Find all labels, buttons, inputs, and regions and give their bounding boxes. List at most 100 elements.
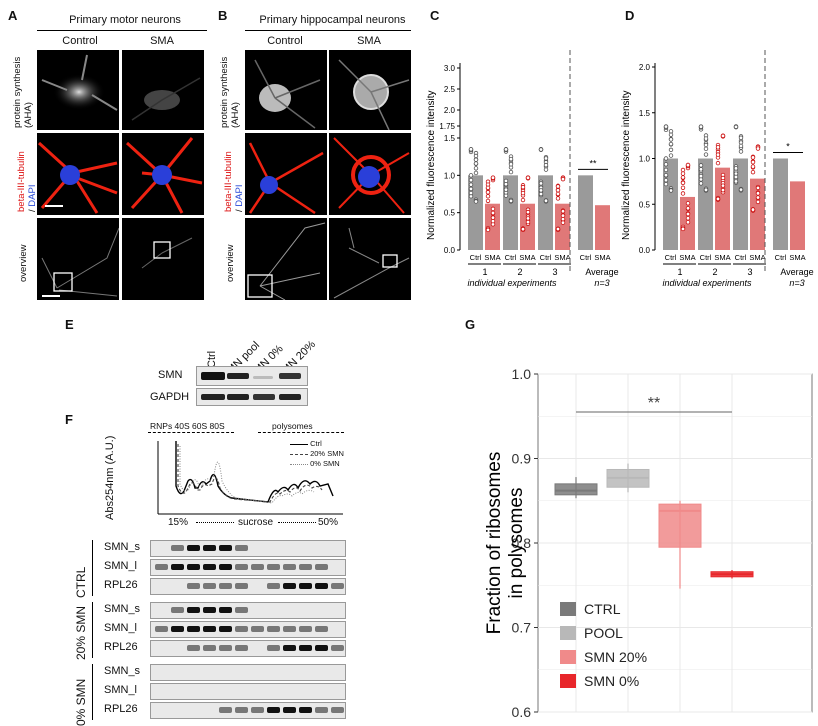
ytick-label: 0.5: [639, 200, 651, 209]
data-point: [715, 152, 721, 157]
y-axis-label: Normalized fluorescence intensity: [621, 90, 632, 240]
n-note: n=3: [594, 278, 609, 288]
micrograph-b-sma-tubulin: [329, 133, 411, 215]
bar-category-label: Ctrl: [470, 253, 482, 262]
bar-category-label: Ctrl: [735, 253, 747, 262]
data-point: [508, 162, 514, 167]
significance-marker: *: [786, 142, 790, 152]
legend-swatch: [560, 650, 576, 664]
panel-a-tubulin-label: beta-III-tubulin / DAPI: [16, 151, 38, 212]
data-point: [663, 167, 669, 173]
data-point: [538, 188, 544, 193]
data-point: [698, 163, 704, 168]
y-axis-label: Normalized fluorescence intensity: [426, 90, 437, 240]
data-point: [720, 133, 726, 139]
micrograph-b-control-overview: [245, 218, 327, 300]
panel-b-title: Primary hippocampal neurons: [259, 14, 406, 26]
chart-d: 0.0 0.5 1.0 1.5 2.0 Normalized fluorescence i…: [621, 50, 814, 288]
data-point: [538, 191, 544, 197]
data-point: [543, 167, 549, 172]
data-point: [520, 184, 526, 190]
data-point: [503, 187, 509, 192]
ytick-label: 0.6: [512, 704, 532, 720]
significance-marker: **: [648, 395, 660, 412]
data-point: [663, 177, 669, 183]
data-point: [520, 197, 526, 203]
blot-strip: [150, 578, 346, 595]
data-point: [508, 198, 514, 204]
blot-row-label: SMN_s: [104, 541, 141, 553]
ytick-label: 1.75: [439, 122, 455, 131]
micrograph-b-sma-aha: [329, 50, 411, 130]
group-label: Average: [780, 267, 813, 277]
data-point: [755, 195, 761, 200]
data-point: [698, 167, 704, 172]
data-point: [555, 226, 561, 232]
group-label: 3: [747, 267, 752, 277]
profile-legend: Ctrl 20% SMN 0% SMN: [290, 439, 344, 469]
bar-category-label: Ctrl: [775, 253, 787, 262]
bar: [485, 203, 500, 250]
data-point: [468, 190, 474, 196]
data-point: [698, 173, 704, 179]
data-point: [555, 196, 561, 201]
blot-strip: [150, 621, 346, 638]
micrograph-a-sma-overview: [122, 218, 204, 300]
panel-b-overview-label: overview: [225, 244, 236, 283]
data-point: [680, 226, 686, 232]
data-point: [490, 175, 496, 180]
legend-label: POOL: [584, 625, 623, 641]
data-point: [468, 182, 474, 187]
ytick-label: 2.0: [444, 106, 456, 115]
data-point: [560, 216, 566, 222]
data-point: [538, 147, 544, 152]
data-point: [485, 185, 491, 190]
profile-line-0: [179, 446, 315, 504]
ytick-label: 0.9: [512, 451, 532, 467]
data-point: [668, 141, 674, 147]
data-point: [520, 226, 526, 232]
panel-a-overview-label: overview: [18, 244, 29, 283]
bar-category-label: Ctrl: [580, 253, 592, 262]
micrograph-a-sma-tubulin: [122, 133, 204, 215]
data-point: [750, 169, 756, 175]
data-point: [485, 227, 491, 233]
data-point: [663, 156, 669, 161]
bar-category-label: Ctrl: [700, 253, 712, 262]
data-point: [685, 206, 691, 211]
data-point: [755, 199, 761, 205]
data-point: [473, 166, 479, 171]
micrograph-b-control-tubulin: [245, 133, 327, 215]
data-point: [755, 191, 761, 196]
ytick-label: 0.8: [512, 535, 532, 551]
legend-swatch: [560, 602, 576, 616]
blot-strip: [150, 702, 346, 719]
group-label: Average: [585, 267, 618, 277]
data-point: [668, 147, 674, 153]
box: [554, 483, 598, 496]
panel-b-control-label: Control: [267, 35, 303, 47]
blot-strip: [150, 640, 346, 657]
bar: [555, 203, 570, 250]
blot-group-label: CTRL: [74, 566, 88, 598]
blot-e-smn-label: SMN: [158, 369, 183, 381]
profile-polysomes-label: polysomes: [272, 421, 313, 431]
blot-row-label: SMN_l: [104, 684, 138, 696]
bar: [578, 175, 593, 250]
data-point: [520, 190, 526, 196]
bar: [520, 203, 535, 250]
profile-line-20: [177, 444, 323, 503]
panel-a-sma-label: SMA: [150, 35, 174, 47]
data-point: [750, 155, 756, 160]
data-point: [668, 153, 674, 158]
data-point: [538, 181, 544, 186]
data-point: [663, 172, 669, 178]
data-point: [543, 162, 549, 168]
ytick-label: 1.5: [444, 134, 456, 143]
data-point: [663, 162, 669, 167]
data-point: [703, 146, 709, 152]
data-point: [680, 185, 686, 190]
y-axis-label-2: in polysomes: [506, 488, 527, 599]
data-point: [525, 209, 531, 215]
data-point: [755, 185, 761, 191]
